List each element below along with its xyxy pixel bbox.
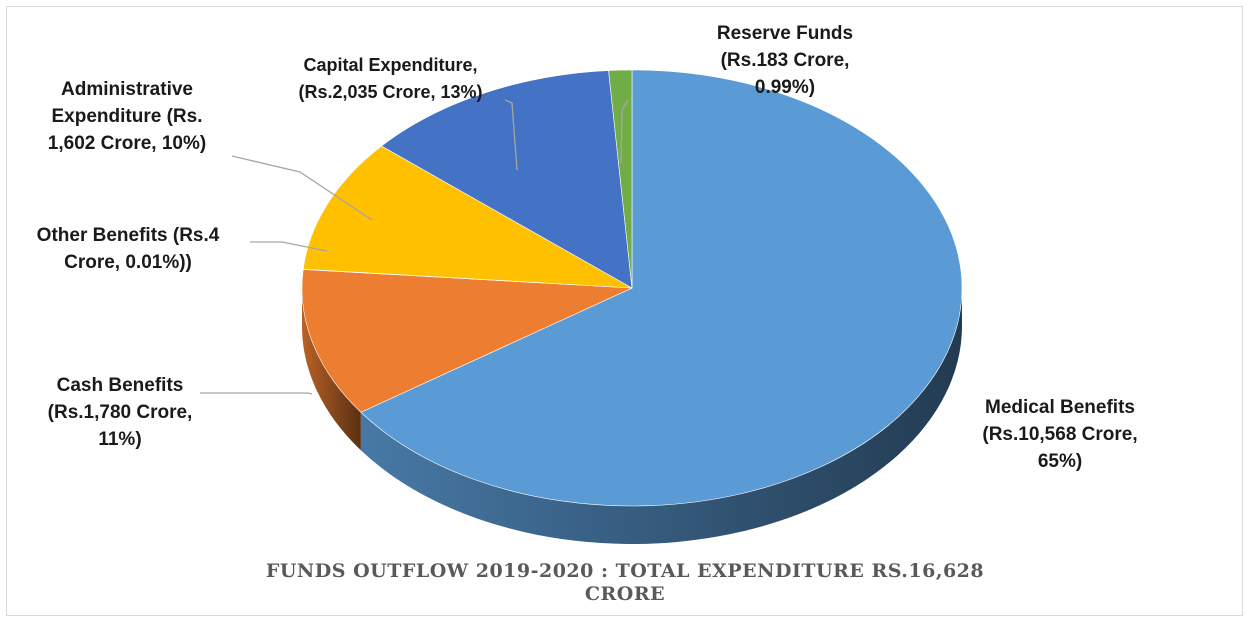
leader-line: [250, 241, 328, 252]
leader-line: [504, 99, 518, 171]
label-medical-benefits: Medical Benefits (Rs.10,568 Crore, 65%): [982, 397, 1138, 472]
leader-line: [231, 155, 373, 221]
leader-lines: [200, 99, 629, 395]
pie-side-cash-benefits: [302, 288, 361, 451]
pie-slice-capital-expenditure: [380, 70, 633, 289]
pie-side-walls: [302, 288, 963, 544]
leader-line: [200, 392, 313, 395]
pie-top-faces: [301, 69, 963, 507]
label-reserve-funds: Reserve Funds (Rs.183 Crore, 0.99%): [716, 23, 854, 98]
leader-line: [620, 99, 629, 164]
pie-slice-cash-benefits: [301, 269, 633, 413]
chart-title: FUNDS OUTFLOW 2019-2020 : TOTAL EXPENDIT…: [265, 560, 985, 605]
label-cash-benefits: Cash Benefits (Rs.1,780 Crore, 11%): [47, 375, 193, 450]
pie-slice-administrative-expenditure: [302, 145, 633, 289]
pie-slice-reserve-funds: [608, 69, 633, 289]
pie-side-medical-benefits: [360, 288, 963, 544]
label-other-benefits: Other Benefits (Rs.4 Crore, 0.01%)): [36, 225, 220, 273]
label-capital-expenditure: Capital Expenditure, (Rs.2,035 Crore, 13…: [298, 55, 483, 102]
label-administrative-expenditure: Administrative Expenditure (Rs. 1,602 Cr…: [47, 79, 207, 154]
pie-slice-medical-benefits: [360, 69, 963, 507]
